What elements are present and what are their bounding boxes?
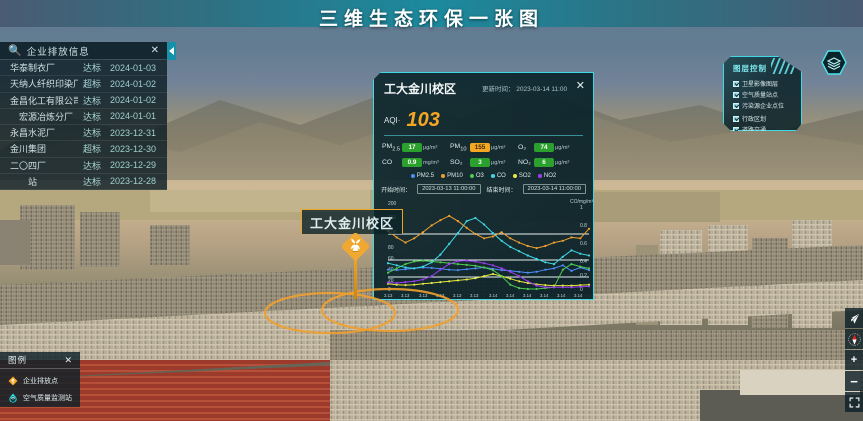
svg-text:3.14: 3.14 [489, 293, 498, 298]
svg-text:3.14: 3.14 [574, 293, 583, 298]
svg-text:80: 80 [388, 245, 394, 251]
svg-text:3.13: 3.13 [419, 293, 428, 298]
svg-text:3.13: 3.13 [470, 293, 479, 298]
svg-text:0.6: 0.6 [580, 241, 587, 247]
svg-text:3.13: 3.13 [436, 293, 445, 298]
svg-text:3.14: 3.14 [540, 293, 549, 298]
svg-text:3.13: 3.13 [453, 293, 462, 298]
svg-text:60: 60 [388, 256, 394, 262]
svg-text:0.8: 0.8 [580, 223, 587, 229]
svg-text:3.14: 3.14 [557, 293, 566, 298]
svg-text:3.13: 3.13 [384, 293, 393, 298]
svg-text:3.13: 3.13 [401, 293, 410, 298]
svg-text:3.14: 3.14 [506, 293, 515, 298]
svg-text:3.14: 3.14 [523, 293, 532, 298]
svg-text:0.2: 0.2 [580, 273, 587, 279]
svg-text:1: 1 [580, 205, 583, 211]
svg-text:200: 200 [388, 201, 397, 207]
